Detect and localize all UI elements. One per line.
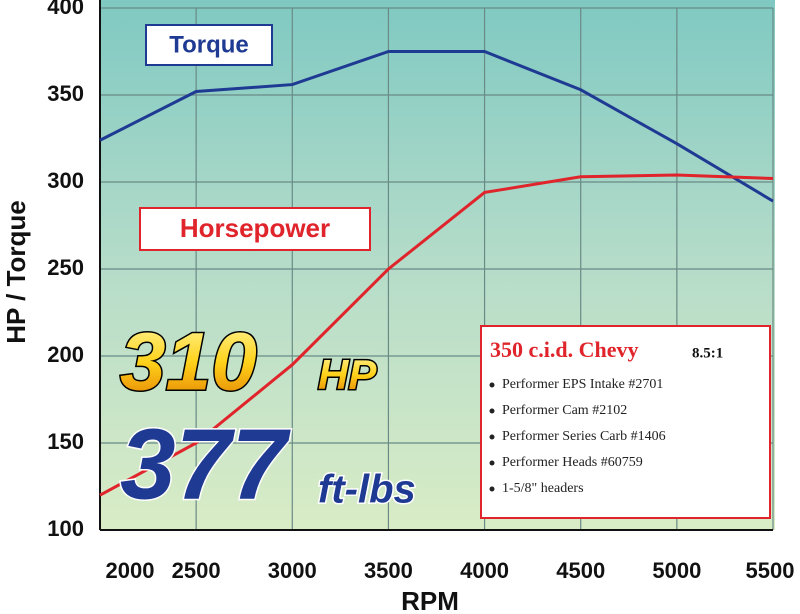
series-line: [99, 173, 774, 497]
hp-value: 310: [120, 317, 257, 408]
y-tick-label: 150: [47, 429, 84, 454]
spec-item: Performer Series Carb #1406: [502, 429, 666, 444]
series-line: [99, 50, 774, 203]
bullet: [489, 486, 495, 492]
y-tick-label: 250: [47, 255, 84, 280]
torque-value: 377: [120, 408, 291, 520]
x-axis-title: RPM: [401, 586, 459, 614]
x-tick-label: 2500: [172, 558, 221, 583]
y-tick-label: 300: [47, 168, 84, 193]
x-tick-label: 3500: [364, 558, 413, 583]
spec-item: 1-5/8" headers: [502, 481, 584, 496]
bullet: [489, 434, 495, 440]
y-axis-title: HP / Torque: [1, 200, 31, 344]
spec-compression: 8.5:1: [692, 345, 723, 361]
hp-label-box: [139, 207, 371, 251]
torque-unit: ft-lbs: [318, 468, 416, 512]
spec-title: 350 c.i.d. Chevy: [490, 337, 639, 362]
spec-item: Performer Cam #2102: [502, 403, 627, 418]
x-tick-label: 5500: [746, 558, 795, 583]
bullet: [489, 408, 495, 414]
y-tick-label: 100: [47, 516, 84, 541]
series-label: Horsepower: [180, 213, 330, 243]
bullet: [489, 460, 495, 466]
spec-item: Performer Heads #60759: [502, 455, 643, 470]
x-tick-label: 5000: [652, 558, 701, 583]
x-tick-label: 3000: [268, 558, 317, 583]
x-tick-label: 4000: [460, 558, 509, 583]
spec-item: Performer EPS Intake #2701: [502, 377, 663, 392]
y-tick-label: 350: [47, 81, 84, 106]
y-tick-label: 200: [47, 342, 84, 367]
hp-unit: HP: [318, 351, 377, 398]
series-label: Torque: [169, 31, 249, 58]
x-tick-label: 4500: [556, 558, 605, 583]
torque-label-box: [145, 24, 273, 66]
y-tick-label: 400: [47, 0, 84, 19]
spec-box: [480, 325, 771, 519]
bullet: [489, 382, 495, 388]
x-tick-label: 2000: [106, 558, 155, 583]
